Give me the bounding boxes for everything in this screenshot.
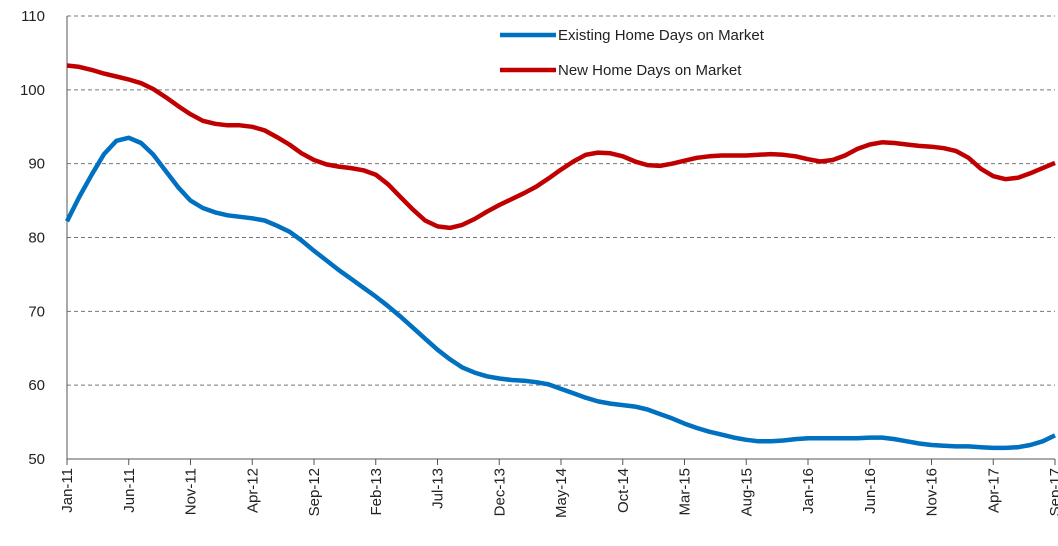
y-tick-label: 60 — [28, 377, 45, 394]
y-tick-label: 100 — [20, 82, 45, 99]
x-tick-label: Oct-14 — [615, 468, 632, 513]
legend-label: New Home Days on Market — [558, 62, 742, 79]
series-line — [64, 135, 1056, 451]
x-tick-label: Mar-15 — [677, 468, 694, 516]
x-tick-label: May-14 — [553, 468, 570, 518]
y-tick-label: 70 — [28, 303, 45, 320]
y-tick-label: 80 — [28, 230, 45, 247]
x-tick-label: Jun-16 — [862, 468, 879, 514]
x-tick-label: Aug-15 — [738, 468, 755, 516]
x-tick-label: Jul-13 — [430, 468, 447, 509]
x-tick-label: Dec-13 — [491, 468, 508, 516]
x-tick-label: Nov-16 — [924, 468, 941, 516]
series-line — [66, 63, 1056, 231]
x-tick-label: Sep-12 — [306, 468, 323, 516]
x-tick-label: Feb-13 — [368, 468, 385, 516]
x-tick-label: Apr-12 — [244, 468, 261, 513]
y-tick-label: 110 — [21, 8, 45, 25]
x-tick-label: Nov-11 — [183, 468, 200, 515]
y-tick-label: 50 — [28, 451, 45, 468]
x-tick-label: Apr-17 — [985, 468, 1002, 513]
x-tick-label: Jan-11 — [59, 468, 76, 513]
legend-label: Existing Home Days on Market — [558, 27, 765, 44]
x-tick-label: Sep-17 — [1047, 468, 1058, 516]
y-tick-label: 90 — [28, 156, 45, 173]
x-tick-label: Jun-11 — [121, 468, 138, 513]
x-tick-label: Jan-16 — [800, 468, 817, 514]
